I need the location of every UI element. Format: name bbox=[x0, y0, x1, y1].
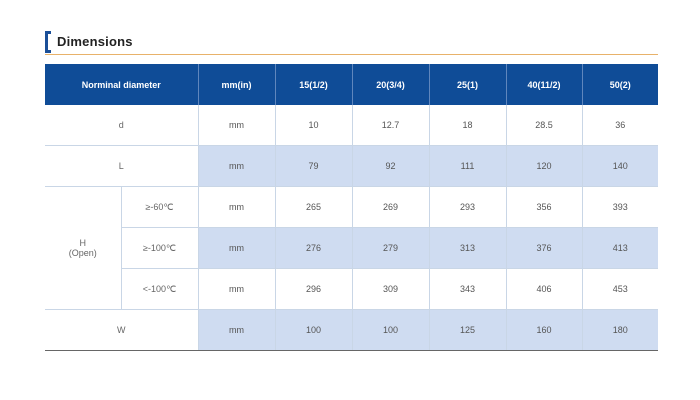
cell-value: 160 bbox=[506, 309, 583, 351]
header-size-40: 40(11/2) bbox=[506, 64, 583, 105]
cell-value: 343 bbox=[429, 268, 507, 310]
cell-unit: mm bbox=[198, 309, 276, 351]
table-row-h-2: ≥-100℃ mm 276 279 313 376 413 bbox=[45, 227, 658, 269]
table-row-l: L mm 79 92 111 120 140 bbox=[45, 145, 658, 187]
table-row-h-3: <-100℃ mm 296 309 343 406 453 bbox=[45, 268, 658, 310]
sub-label: <-100℃ bbox=[121, 268, 199, 310]
row-label-w: W bbox=[45, 309, 199, 351]
cell-value: 276 bbox=[275, 227, 353, 269]
cell-value: 36 bbox=[582, 105, 658, 146]
cell-value: 120 bbox=[506, 145, 583, 187]
cell-value: 12.7 bbox=[352, 105, 430, 146]
cell-value: 406 bbox=[506, 268, 583, 310]
cell-value: 125 bbox=[429, 309, 507, 351]
section-title: Dimensions bbox=[57, 34, 133, 49]
header-size-25: 25(1) bbox=[429, 64, 507, 105]
cell-value: 393 bbox=[582, 186, 658, 228]
cell-value: 111 bbox=[429, 145, 507, 187]
cell-value: 313 bbox=[429, 227, 507, 269]
title-bracket-icon bbox=[45, 31, 51, 53]
row-label-h: H (Open) bbox=[45, 186, 122, 310]
cell-value: 18 bbox=[429, 105, 507, 146]
header-size-20: 20(3/4) bbox=[352, 64, 430, 105]
table-row-d: d mm 10 12.7 18 28.5 36 bbox=[45, 105, 658, 146]
cell-value: 376 bbox=[506, 227, 583, 269]
cell-unit: mm bbox=[198, 145, 276, 187]
cell-value: 413 bbox=[582, 227, 658, 269]
sub-label: ≥-60℃ bbox=[121, 186, 199, 228]
cell-value: 453 bbox=[582, 268, 658, 310]
cell-value: 265 bbox=[275, 186, 353, 228]
cell-value: 309 bbox=[352, 268, 430, 310]
cell-value: 293 bbox=[429, 186, 507, 228]
cell-unit: mm bbox=[198, 268, 276, 310]
header-size-15: 15(1/2) bbox=[275, 64, 353, 105]
header-unit: mm(in) bbox=[198, 64, 276, 105]
header-size-50: 50(2) bbox=[582, 64, 658, 105]
cell-value: 296 bbox=[275, 268, 353, 310]
table-row-w: W mm 100 100 125 160 180 bbox=[45, 309, 658, 351]
cell-unit: mm bbox=[198, 186, 276, 228]
cell-unit: mm bbox=[198, 105, 276, 146]
table-header-row: Norminal diameter mm(in) 15(1/2) 20(3/4)… bbox=[45, 64, 658, 105]
cell-value: 28.5 bbox=[506, 105, 583, 146]
row-label-d: d bbox=[45, 105, 199, 146]
cell-value: 100 bbox=[275, 309, 353, 351]
cell-value: 100 bbox=[352, 309, 430, 351]
row-label-h-sub: (Open) bbox=[68, 248, 97, 258]
cell-value: 269 bbox=[352, 186, 430, 228]
sub-label: ≥-100℃ bbox=[121, 227, 199, 269]
cell-value: 140 bbox=[582, 145, 658, 187]
cell-value: 356 bbox=[506, 186, 583, 228]
dimensions-table: Norminal diameter mm(in) 15(1/2) 20(3/4)… bbox=[45, 64, 658, 351]
header-nominal-diameter: Norminal diameter bbox=[45, 64, 199, 105]
cell-value: 92 bbox=[352, 145, 430, 187]
cell-value: 79 bbox=[275, 145, 353, 187]
row-label-h-main: H bbox=[79, 238, 87, 248]
cell-value: 10 bbox=[275, 105, 353, 146]
table-row-h-1: H (Open) ≥-60℃ mm 265 269 293 356 393 bbox=[45, 186, 658, 310]
row-label-l: L bbox=[45, 145, 199, 187]
cell-value: 279 bbox=[352, 227, 430, 269]
title-divider bbox=[45, 54, 658, 55]
cell-value: 180 bbox=[582, 309, 658, 351]
cell-unit: mm bbox=[198, 227, 276, 269]
